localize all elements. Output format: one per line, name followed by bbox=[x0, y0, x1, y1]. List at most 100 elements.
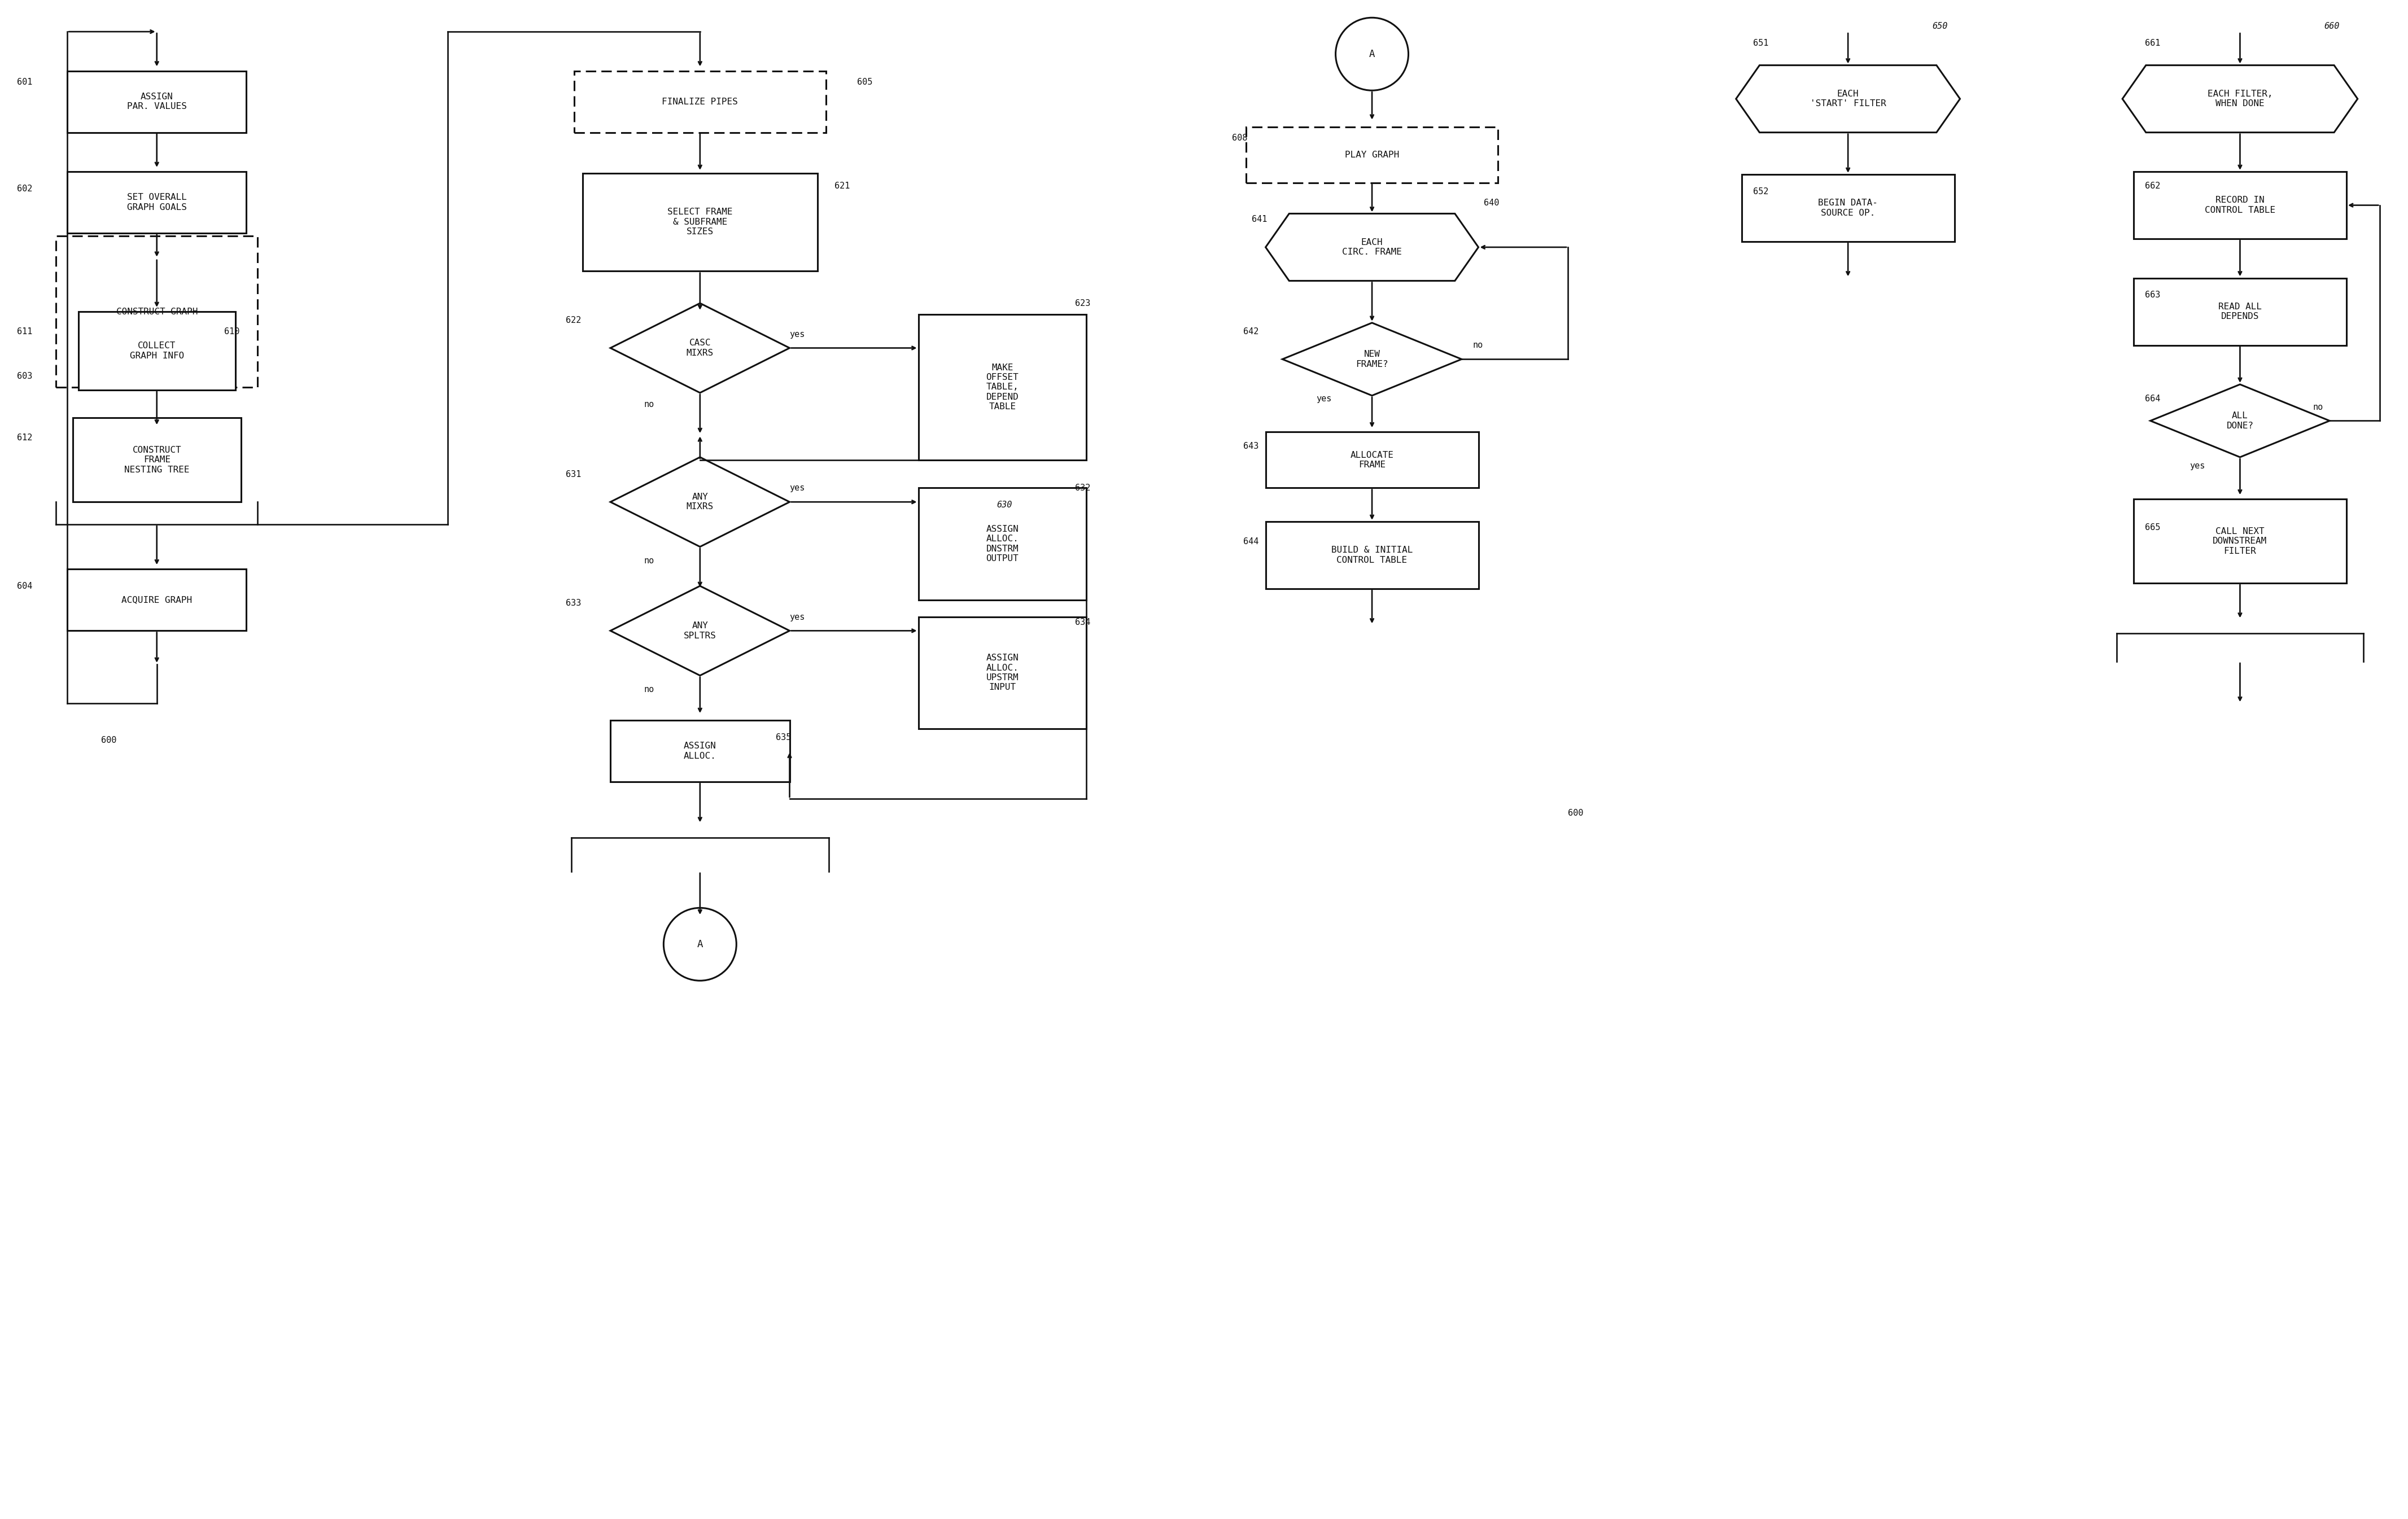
Text: 643: 643 bbox=[1243, 442, 1259, 451]
Text: EACH
'START' FILTER: EACH 'START' FILTER bbox=[1811, 90, 1885, 108]
Bar bbox=[1741, 175, 1955, 242]
Text: MAKE
OFFSET
TABLE,
DEPEND
TABLE: MAKE OFFSET TABLE, DEPEND TABLE bbox=[987, 363, 1019, 412]
Text: ASSIGN
ALLOC.
DNSTRM
OUTPUT: ASSIGN ALLOC. DNSTRM OUTPUT bbox=[987, 526, 1019, 564]
Circle shape bbox=[1336, 18, 1409, 91]
Text: ANY
SPLTRS: ANY SPLTRS bbox=[684, 621, 715, 639]
Bar bbox=[573, 71, 826, 132]
Text: 641: 641 bbox=[1252, 216, 1267, 223]
Bar bbox=[2133, 500, 2345, 583]
Text: 604: 604 bbox=[17, 582, 31, 591]
Text: READ ALL
DEPENDS: READ ALL DEPENDS bbox=[2218, 302, 2261, 321]
Text: EACH FILTER,
WHEN DONE: EACH FILTER, WHEN DONE bbox=[2208, 90, 2273, 108]
Text: 621: 621 bbox=[836, 182, 850, 190]
Bar bbox=[583, 173, 819, 270]
Text: 601: 601 bbox=[17, 77, 31, 87]
Text: 652: 652 bbox=[1753, 187, 1767, 196]
Polygon shape bbox=[1736, 65, 1960, 132]
Text: 612: 612 bbox=[17, 433, 31, 442]
Bar bbox=[2133, 172, 2345, 238]
Text: PLAY GRAPH: PLAY GRAPH bbox=[1344, 150, 1399, 159]
Polygon shape bbox=[2150, 384, 2329, 457]
Text: 662: 662 bbox=[2146, 182, 2160, 190]
Text: NEW
FRAME?: NEW FRAME? bbox=[1356, 349, 1389, 368]
Text: A: A bbox=[1370, 49, 1375, 59]
Text: 640: 640 bbox=[1483, 199, 1500, 207]
Text: 630: 630 bbox=[997, 501, 1011, 509]
Polygon shape bbox=[1267, 214, 1479, 281]
Text: 600: 600 bbox=[101, 735, 116, 744]
Text: yes: yes bbox=[1317, 395, 1332, 403]
Text: 665: 665 bbox=[2146, 523, 2160, 532]
Bar bbox=[2133, 278, 2345, 345]
Text: 600: 600 bbox=[1568, 808, 1584, 817]
Text: 632: 632 bbox=[1076, 485, 1091, 492]
Text: 622: 622 bbox=[566, 316, 580, 325]
Text: ASSIGN
PAR. VALUES: ASSIGN PAR. VALUES bbox=[128, 93, 188, 111]
Bar bbox=[609, 720, 790, 782]
Text: 635: 635 bbox=[775, 734, 792, 741]
Text: no: no bbox=[643, 557, 655, 565]
Text: ANY
MIXRS: ANY MIXRS bbox=[686, 492, 713, 510]
Bar bbox=[67, 71, 246, 132]
Text: 608: 608 bbox=[1233, 134, 1247, 143]
Polygon shape bbox=[609, 586, 790, 676]
Text: 634: 634 bbox=[1076, 618, 1091, 627]
Text: ACQUIRE GRAPH: ACQUIRE GRAPH bbox=[120, 595, 193, 605]
Text: 633: 633 bbox=[566, 598, 580, 608]
Text: 650: 650 bbox=[1931, 23, 1948, 30]
Text: CALL NEXT
DOWNSTREAM
FILTER: CALL NEXT DOWNSTREAM FILTER bbox=[2213, 527, 2268, 556]
Text: CONSTRUCT
FRAME
NESTING TREE: CONSTRUCT FRAME NESTING TREE bbox=[125, 447, 190, 474]
Bar bbox=[1267, 431, 1479, 488]
Text: ALLOCATE
FRAME: ALLOCATE FRAME bbox=[1351, 451, 1394, 469]
Text: ASSIGN
ALLOC.: ASSIGN ALLOC. bbox=[684, 741, 715, 759]
Bar bbox=[79, 311, 236, 390]
Bar bbox=[917, 488, 1086, 600]
Polygon shape bbox=[2121, 65, 2357, 132]
Text: no: no bbox=[2312, 403, 2324, 412]
Text: 651: 651 bbox=[1753, 39, 1767, 47]
Polygon shape bbox=[609, 304, 790, 393]
Text: 660: 660 bbox=[2324, 23, 2341, 30]
Text: 631: 631 bbox=[566, 469, 580, 478]
Text: yes: yes bbox=[790, 612, 804, 621]
Text: 605: 605 bbox=[857, 77, 872, 87]
Bar bbox=[67, 172, 246, 234]
Bar bbox=[1267, 521, 1479, 589]
Text: SET OVERALL
GRAPH GOALS: SET OVERALL GRAPH GOALS bbox=[128, 193, 188, 211]
Text: 663: 663 bbox=[2146, 290, 2160, 299]
Text: 603: 603 bbox=[17, 372, 31, 380]
Text: no: no bbox=[1474, 342, 1483, 349]
Text: FINALIZE PIPES: FINALIZE PIPES bbox=[662, 97, 737, 106]
Bar bbox=[55, 235, 258, 387]
Bar bbox=[72, 418, 241, 501]
Text: RECORD IN
CONTROL TABLE: RECORD IN CONTROL TABLE bbox=[2206, 196, 2276, 214]
Bar bbox=[1245, 126, 1498, 182]
Circle shape bbox=[665, 908, 737, 981]
Text: BUILD & INITIAL
CONTROL TABLE: BUILD & INITIAL CONTROL TABLE bbox=[1332, 545, 1413, 564]
Text: COLLECT
GRAPH INFO: COLLECT GRAPH INFO bbox=[130, 342, 183, 360]
Text: no: no bbox=[643, 685, 655, 694]
Text: 644: 644 bbox=[1243, 538, 1259, 545]
Text: no: no bbox=[643, 399, 655, 409]
Bar bbox=[917, 314, 1086, 460]
Text: BEGIN DATA-
SOURCE OP.: BEGIN DATA- SOURCE OP. bbox=[1818, 199, 1878, 217]
Bar bbox=[67, 570, 246, 630]
Text: 610: 610 bbox=[224, 327, 238, 336]
Text: yes: yes bbox=[790, 485, 804, 492]
Polygon shape bbox=[609, 457, 790, 547]
Text: ASSIGN
ALLOC.
UPSTRM
INPUT: ASSIGN ALLOC. UPSTRM INPUT bbox=[987, 653, 1019, 691]
Text: CASC
MIXRS: CASC MIXRS bbox=[686, 339, 713, 357]
Text: 661: 661 bbox=[2146, 39, 2160, 47]
Text: A: A bbox=[696, 939, 703, 949]
Text: yes: yes bbox=[2189, 462, 2206, 469]
Polygon shape bbox=[1283, 324, 1462, 395]
Text: 664: 664 bbox=[2146, 395, 2160, 403]
Text: SELECT FRAME
& SUBFRAME
SIZES: SELECT FRAME & SUBFRAME SIZES bbox=[667, 208, 732, 235]
Text: EACH
CIRC. FRAME: EACH CIRC. FRAME bbox=[1341, 238, 1401, 257]
Text: yes: yes bbox=[790, 330, 804, 339]
Bar bbox=[917, 617, 1086, 729]
Text: ALL
DONE?: ALL DONE? bbox=[2227, 412, 2254, 430]
Text: 602: 602 bbox=[17, 184, 31, 193]
Text: CONSTRUCT GRAPH: CONSTRUCT GRAPH bbox=[116, 307, 197, 316]
Text: 623: 623 bbox=[1076, 299, 1091, 308]
